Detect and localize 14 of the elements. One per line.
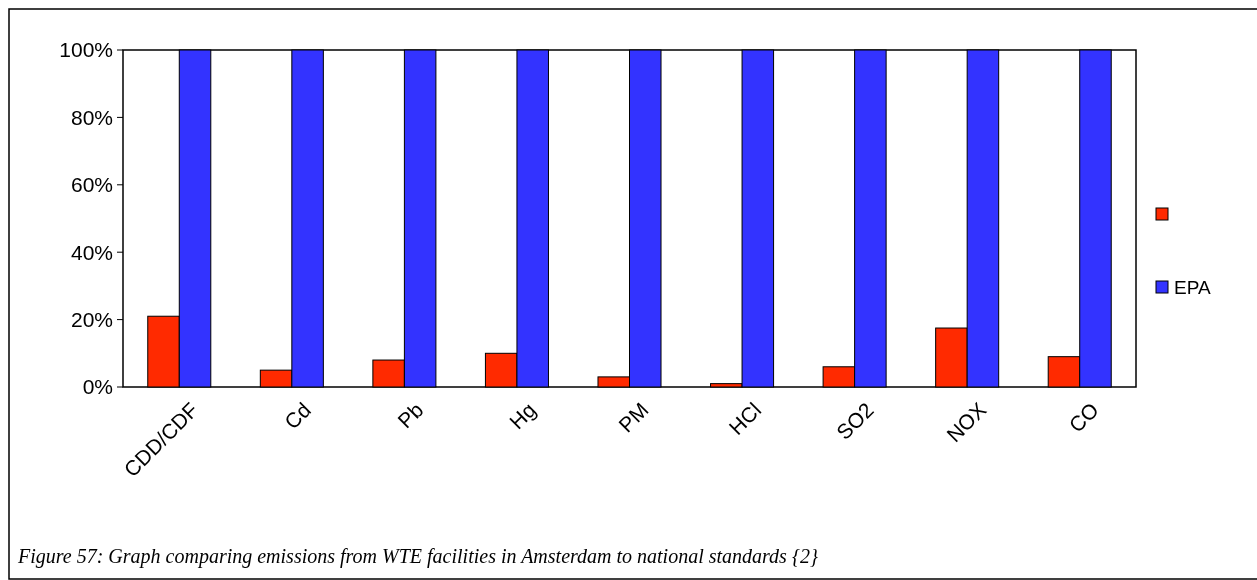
x-tick-label: Cd — [279, 397, 316, 434]
x-tick-label: PM — [614, 397, 653, 437]
x-tick-label: HCl — [724, 397, 766, 439]
x-tick-label: CO — [1064, 397, 1103, 437]
y-tick-label: 40% — [70, 240, 113, 264]
y-tick-label: 60% — [70, 173, 113, 197]
x-tick-label: Hg — [504, 397, 541, 434]
legend-label: EPA — [1174, 276, 1211, 298]
y-tick-label: 100% — [59, 38, 113, 62]
y-tick-label: 80% — [70, 105, 113, 129]
y-tick-label: 0% — [82, 375, 113, 399]
y-tick-label: 20% — [70, 307, 113, 331]
x-tick-label: Pb — [393, 397, 428, 433]
caption: Figure 57: Graph comparing emissions from WTE facilities in Amsterdam to national standards {2} — [17, 545, 818, 568]
